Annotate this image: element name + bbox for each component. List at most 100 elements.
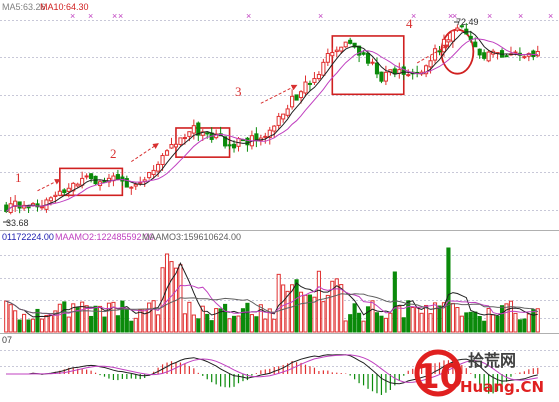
candle-body [191, 125, 196, 134]
event-marker: × [112, 11, 117, 21]
candle-body [267, 129, 272, 138]
volume-bar [205, 313, 210, 333]
candle-body [482, 52, 487, 59]
volume-bar [93, 305, 98, 333]
price-moving-averages [5, 31, 538, 212]
candle-body [164, 150, 170, 156]
top-event-markers: × × × × × × × ×× × × × [70, 11, 553, 21]
volume-bar [468, 311, 473, 333]
candle-body [26, 206, 31, 209]
volume-bar [365, 306, 371, 333]
watermark-logo-circle [414, 349, 462, 397]
candle-body [53, 194, 58, 198]
volume-bar [415, 307, 420, 333]
event-marker: × [448, 11, 453, 21]
candle-body [133, 183, 138, 187]
candle-body [290, 95, 295, 108]
volume-bar [455, 307, 460, 333]
volume-bar [401, 317, 406, 333]
candle-body [424, 65, 429, 75]
price-ma-line [5, 37, 538, 212]
event-marker: × [318, 11, 323, 21]
volume-bar [383, 317, 388, 333]
candle-body [348, 39, 353, 44]
ma10-label: MA10:64.30 [40, 2, 89, 12]
candle-body [151, 169, 156, 175]
volume-bar [406, 300, 411, 333]
volume-bar [348, 314, 353, 333]
trend-arrow [37, 179, 61, 192]
event-marker: × [70, 11, 75, 21]
candle-body [401, 66, 406, 75]
maamo2-label: MAAMO2:122485592.00 [55, 232, 154, 242]
price-ma-line [5, 31, 538, 212]
candle-body [531, 50, 536, 58]
volume-bar [254, 316, 259, 333]
volume-bar [164, 253, 170, 333]
volume-bars [4, 247, 540, 333]
volume-bar [312, 296, 317, 333]
volume-bar [106, 302, 112, 333]
candle-body [227, 144, 232, 147]
stage-label-4: 4 [406, 16, 413, 31]
volume-bar [504, 303, 509, 333]
candle-body [406, 74, 411, 77]
candle-body [330, 52, 335, 57]
trend-arrow [416, 44, 450, 64]
stage-label-3: 3 [235, 84, 242, 99]
candle-body [223, 136, 228, 147]
candle-body [75, 183, 80, 187]
volume-bar [334, 278, 339, 333]
volume-bar [223, 303, 228, 333]
volume-bar [321, 301, 326, 333]
volume-bar [231, 315, 237, 333]
candle-body [17, 201, 22, 209]
candle-body [446, 39, 451, 43]
volume-bar [89, 315, 94, 333]
volume-bar [370, 300, 375, 333]
volume-ma-line [6, 293, 539, 315]
volume-label: 01172224.00 [2, 232, 54, 242]
event-marker: × [88, 11, 93, 21]
volume-bar [388, 312, 393, 333]
volume-bar [48, 314, 53, 333]
candle-body [357, 45, 362, 56]
volume-bar [124, 309, 129, 333]
candle-body [316, 74, 321, 80]
volume-bar [357, 312, 362, 333]
candle-body [124, 178, 129, 188]
oscillator-lines [6, 354, 538, 385]
volume-bar [62, 301, 67, 333]
price-low-label: 33.68 [6, 218, 29, 228]
candle-body [57, 190, 62, 196]
candle-body [473, 41, 478, 48]
candle-body [115, 174, 120, 180]
price-high-label: 72.49 [456, 17, 479, 27]
volume-bar [30, 318, 36, 333]
volume-bar [120, 300, 125, 333]
candle-body [361, 52, 366, 55]
volume-bar [22, 313, 27, 333]
candle-body [325, 53, 330, 63]
volume-moving-averages [6, 262, 539, 318]
watermark-logo: 10 拾荒网 Huang.CN [414, 349, 544, 397]
volume-bar [75, 307, 80, 333]
maamo3-label: MAAMO3:159610624.00 [142, 232, 241, 242]
volume-bar [441, 302, 447, 333]
volume-bar [473, 311, 478, 333]
candle-body [383, 71, 388, 82]
volume-bar [522, 318, 527, 333]
event-marker: × [518, 11, 523, 21]
volume-bar [115, 315, 120, 333]
candle-body [263, 135, 268, 138]
volume-bar [281, 284, 286, 333]
candle-body [459, 25, 464, 28]
candle-body [307, 82, 313, 85]
candle-body [312, 78, 317, 83]
volume-bar [196, 318, 201, 333]
volume-bar [419, 312, 424, 333]
watermark-logo-digit: 10 [416, 357, 463, 397]
volume-bar [66, 316, 71, 333]
volume-bar [245, 302, 250, 333]
